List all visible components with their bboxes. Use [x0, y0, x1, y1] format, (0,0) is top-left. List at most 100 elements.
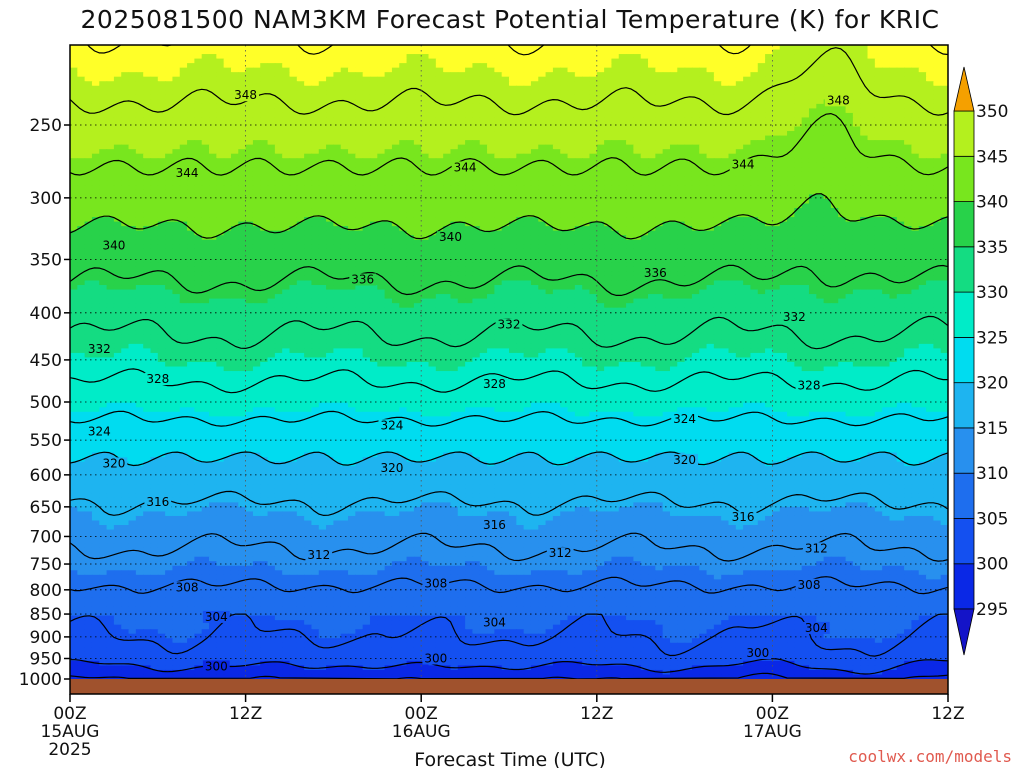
fill-cell [443, 153, 452, 159]
fill-cell [604, 153, 613, 159]
fill-cell [106, 85, 115, 91]
fill-cell [187, 135, 195, 141]
fill-cell [589, 126, 598, 132]
fill-cell [377, 140, 386, 146]
fill-cell [135, 194, 144, 200]
fill-cell [70, 221, 78, 227]
fill-cell [106, 108, 115, 114]
fill-cell [384, 162, 393, 168]
fill-cell [852, 112, 861, 119]
fill-cell [413, 176, 422, 182]
fill-cell [699, 85, 708, 91]
fill-cell [399, 54, 408, 60]
fill-cell [465, 153, 474, 159]
fill-cell [874, 45, 883, 51]
fill-cell [377, 108, 386, 114]
fill-cell [377, 117, 386, 123]
fill-cell [99, 99, 108, 105]
fill-cell [245, 189, 254, 196]
fill-cell [677, 58, 686, 64]
fill-cell [465, 63, 474, 69]
fill-cell [230, 76, 239, 82]
fill-cell [187, 67, 195, 73]
fill-cell [413, 153, 422, 159]
fill-cell [296, 176, 305, 182]
fill-cell [187, 230, 195, 236]
fill-cell [889, 203, 898, 209]
fill-cell [765, 140, 773, 146]
fill-cell [289, 63, 298, 69]
fill-cell [567, 63, 576, 69]
fill-cell [918, 90, 927, 96]
fill-cell [340, 81, 349, 87]
fill-cell [552, 149, 561, 155]
fill-cell [728, 135, 737, 141]
fill-cell [435, 153, 444, 159]
fill-cell [816, 49, 825, 55]
fill-cell [150, 140, 159, 146]
fill-cell [194, 212, 203, 218]
fill-cell [721, 208, 730, 214]
fill-cell [801, 217, 810, 223]
fill-cell [296, 180, 305, 186]
fill-cell [860, 108, 869, 114]
fill-cell [874, 58, 883, 64]
fill-cell [750, 135, 759, 141]
fill-cell [911, 94, 920, 100]
fill-cell [860, 226, 869, 232]
fill-cell [91, 212, 100, 218]
fill-cell [304, 144, 313, 150]
fill-cell [304, 217, 313, 223]
fill-cell [611, 103, 620, 109]
fill-cell [216, 90, 225, 96]
fill-cell [611, 212, 620, 218]
fill-cell [282, 67, 291, 73]
fill-cell [860, 217, 869, 223]
fill-cell [530, 54, 539, 60]
fill-cell [421, 67, 430, 73]
fill-cell [728, 153, 737, 159]
fill-cell [194, 189, 203, 196]
fill-cell [362, 149, 371, 155]
fill-cell [808, 85, 817, 91]
fill-cell [209, 158, 217, 164]
fill-cell [926, 198, 934, 205]
fill-cell [669, 221, 678, 227]
fill-cell [545, 58, 554, 64]
fill-cell [106, 72, 115, 78]
fill-cell [201, 72, 210, 78]
fill-cell [808, 45, 817, 51]
fill-cell [669, 149, 678, 155]
fill-cell [106, 167, 115, 173]
fill-cell [201, 99, 210, 105]
fill-cell [172, 212, 181, 218]
fill-cell [91, 63, 100, 69]
fill-cell [509, 162, 517, 168]
fill-cell [640, 153, 649, 159]
fill-cell [523, 194, 532, 200]
fill-cell [377, 121, 386, 128]
fill-cell [362, 189, 371, 196]
fill-cell [121, 49, 130, 55]
fill-cell [860, 149, 869, 155]
fill-cell [830, 203, 839, 209]
fill-cell [721, 67, 730, 73]
fill-cell [926, 54, 934, 60]
fill-cell [304, 171, 313, 177]
fill-cell [567, 131, 576, 137]
fill-cell [933, 203, 942, 209]
fill-cell [757, 180, 766, 186]
fill-cell [926, 226, 934, 232]
fill-cell [282, 72, 291, 78]
fill-cell [106, 54, 115, 60]
fill-cell [304, 117, 313, 123]
fill-cell [677, 67, 686, 73]
fill-cell [70, 94, 78, 100]
fill-cell [604, 167, 613, 173]
fill-cell [369, 189, 378, 196]
fill-cell [479, 67, 488, 73]
fill-cell [296, 189, 305, 196]
fill-cell [304, 208, 313, 214]
fill-cell [99, 58, 108, 64]
fill-cell [604, 108, 613, 114]
